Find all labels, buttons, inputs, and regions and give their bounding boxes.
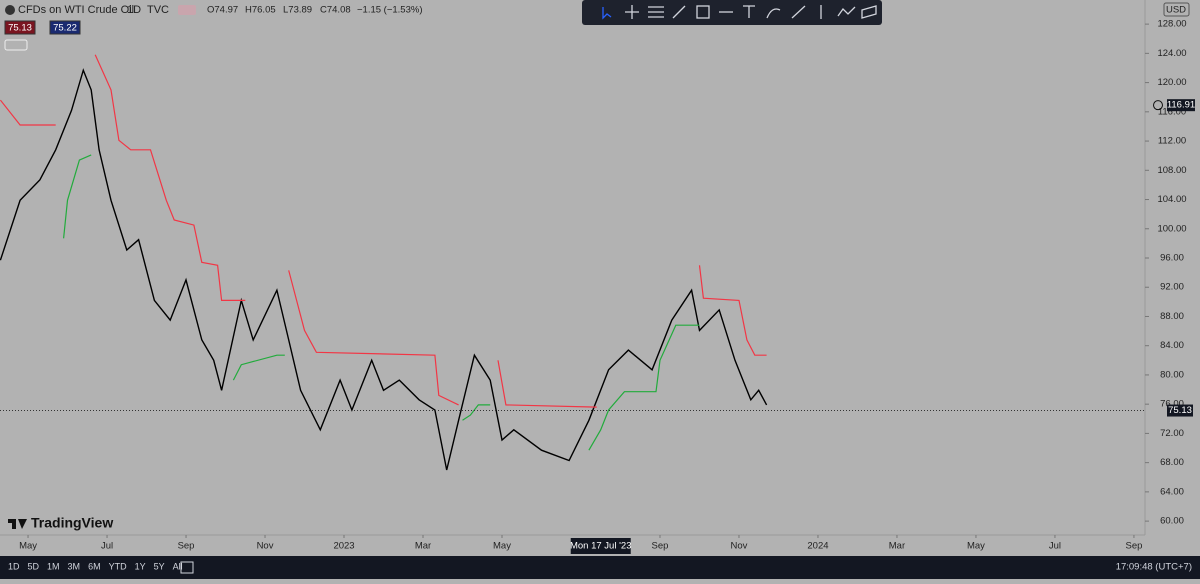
y-tick-label: 60.00 bbox=[1160, 516, 1184, 527]
y-tick-label: 88.00 bbox=[1160, 311, 1184, 322]
interval: 1D bbox=[127, 4, 141, 16]
y-tick-label: 124.00 bbox=[1157, 48, 1186, 59]
range-buttons: 1D 5D 1M 3M 6M YTD 1Y 5Y All bbox=[8, 561, 183, 571]
currency[interactable]: USD bbox=[1166, 5, 1186, 16]
range-button[interactable]: 5Y bbox=[154, 561, 165, 571]
y-tick-label: 96.00 bbox=[1160, 253, 1184, 264]
range-button[interactable]: 1Y bbox=[135, 561, 146, 571]
ohlc-change: −1.15 (−1.53%) bbox=[357, 5, 423, 16]
crosshair-x-label: Mon 17 Jul '23 bbox=[570, 541, 632, 552]
last-price-box bbox=[1167, 404, 1193, 417]
x-tick-label: May bbox=[493, 541, 511, 552]
x-tick-label: 2024 bbox=[807, 541, 828, 552]
supertrend-line bbox=[63, 154, 700, 451]
range-button[interactable]: 1M bbox=[47, 561, 60, 571]
logo: TradingView bbox=[31, 515, 113, 531]
range-button[interactable]: 1D bbox=[8, 561, 20, 571]
x-tick-label: Mar bbox=[889, 541, 905, 552]
x-tick-label: Jul bbox=[101, 541, 113, 552]
y-tick-label: 120.00 bbox=[1157, 77, 1186, 88]
toolbar-icons[interactable] bbox=[602, 5, 877, 20]
crosshair-y-box bbox=[1167, 99, 1195, 112]
price-line bbox=[0, 68, 768, 471]
exchange: TVC bbox=[147, 4, 169, 16]
y-tick-label: 92.00 bbox=[1160, 282, 1184, 293]
ohlc-low: L73.89 bbox=[283, 5, 312, 16]
y-tick-label: 100.00 bbox=[1157, 223, 1186, 234]
crosshair-plus bbox=[1153, 100, 1163, 111]
plot bbox=[0, 54, 768, 471]
y-tick-label: 128.00 bbox=[1157, 19, 1186, 30]
x-tick-label: Sep bbox=[178, 541, 195, 552]
currency-box[interactable] bbox=[1163, 2, 1190, 17]
last-price-label: 75.13 bbox=[1168, 405, 1192, 416]
ask[interactable]: 75.22 bbox=[53, 23, 77, 34]
y-tick-label: 64.00 bbox=[1160, 486, 1184, 497]
x-tick-label: Mar bbox=[415, 541, 431, 552]
x-tick-label: Sep bbox=[652, 541, 669, 552]
y-tick-label: 112.00 bbox=[1158, 136, 1186, 147]
y-tick-label: 68.00 bbox=[1160, 457, 1184, 468]
x-tick-label: May bbox=[19, 541, 37, 552]
ohlc-open: O74.97 bbox=[207, 5, 238, 16]
x-tick-label: Nov bbox=[257, 541, 274, 552]
y-tick-label: 76.00 bbox=[1160, 399, 1184, 410]
y-tick-label: 72.00 bbox=[1160, 428, 1184, 439]
clock: 17:09:48 (UTC+7) bbox=[1116, 562, 1192, 573]
ohlc-close: C74.08 bbox=[320, 5, 351, 16]
y-tick-label: 104.00 bbox=[1157, 194, 1186, 205]
symbol: CFDs on WTI Crude Oil bbox=[18, 4, 134, 16]
bid[interactable]: 75.13 bbox=[8, 23, 32, 34]
range-button[interactable]: 6M bbox=[88, 561, 101, 571]
range-button[interactable]: YTD bbox=[109, 561, 128, 571]
y-tick-label: 108.00 bbox=[1157, 165, 1186, 176]
x-tick-label: May bbox=[967, 541, 985, 552]
y-tick-label: 80.00 bbox=[1160, 369, 1184, 380]
logo-icon bbox=[8, 519, 27, 529]
bottom-bar bbox=[0, 556, 1200, 579]
range-button[interactable]: 5D bbox=[28, 561, 40, 571]
ask-box[interactable] bbox=[49, 20, 81, 35]
y-tick-label: 84.00 bbox=[1160, 340, 1184, 351]
crosshair-x-box bbox=[570, 538, 631, 554]
date-range-icon[interactable] bbox=[180, 561, 194, 574]
bid-box[interactable] bbox=[4, 20, 36, 35]
ohlc-high: H76.05 bbox=[245, 5, 276, 16]
symbol-icon bbox=[5, 5, 15, 15]
x-tick-label: Nov bbox=[731, 541, 748, 552]
range-button[interactable]: All bbox=[173, 561, 183, 571]
crosshair-y-label: 116.91 bbox=[1167, 100, 1195, 111]
y-tick-label: 116.00 bbox=[1158, 106, 1186, 117]
badge bbox=[178, 5, 196, 15]
range-button[interactable]: 3M bbox=[68, 561, 81, 571]
supertrend-line bbox=[0, 54, 767, 408]
x-tick-label: Sep bbox=[1125, 541, 1142, 552]
x-tick-label: 2023 bbox=[333, 541, 354, 552]
x-tick-label: Jul bbox=[1049, 541, 1061, 552]
collapse-button[interactable] bbox=[4, 39, 28, 51]
